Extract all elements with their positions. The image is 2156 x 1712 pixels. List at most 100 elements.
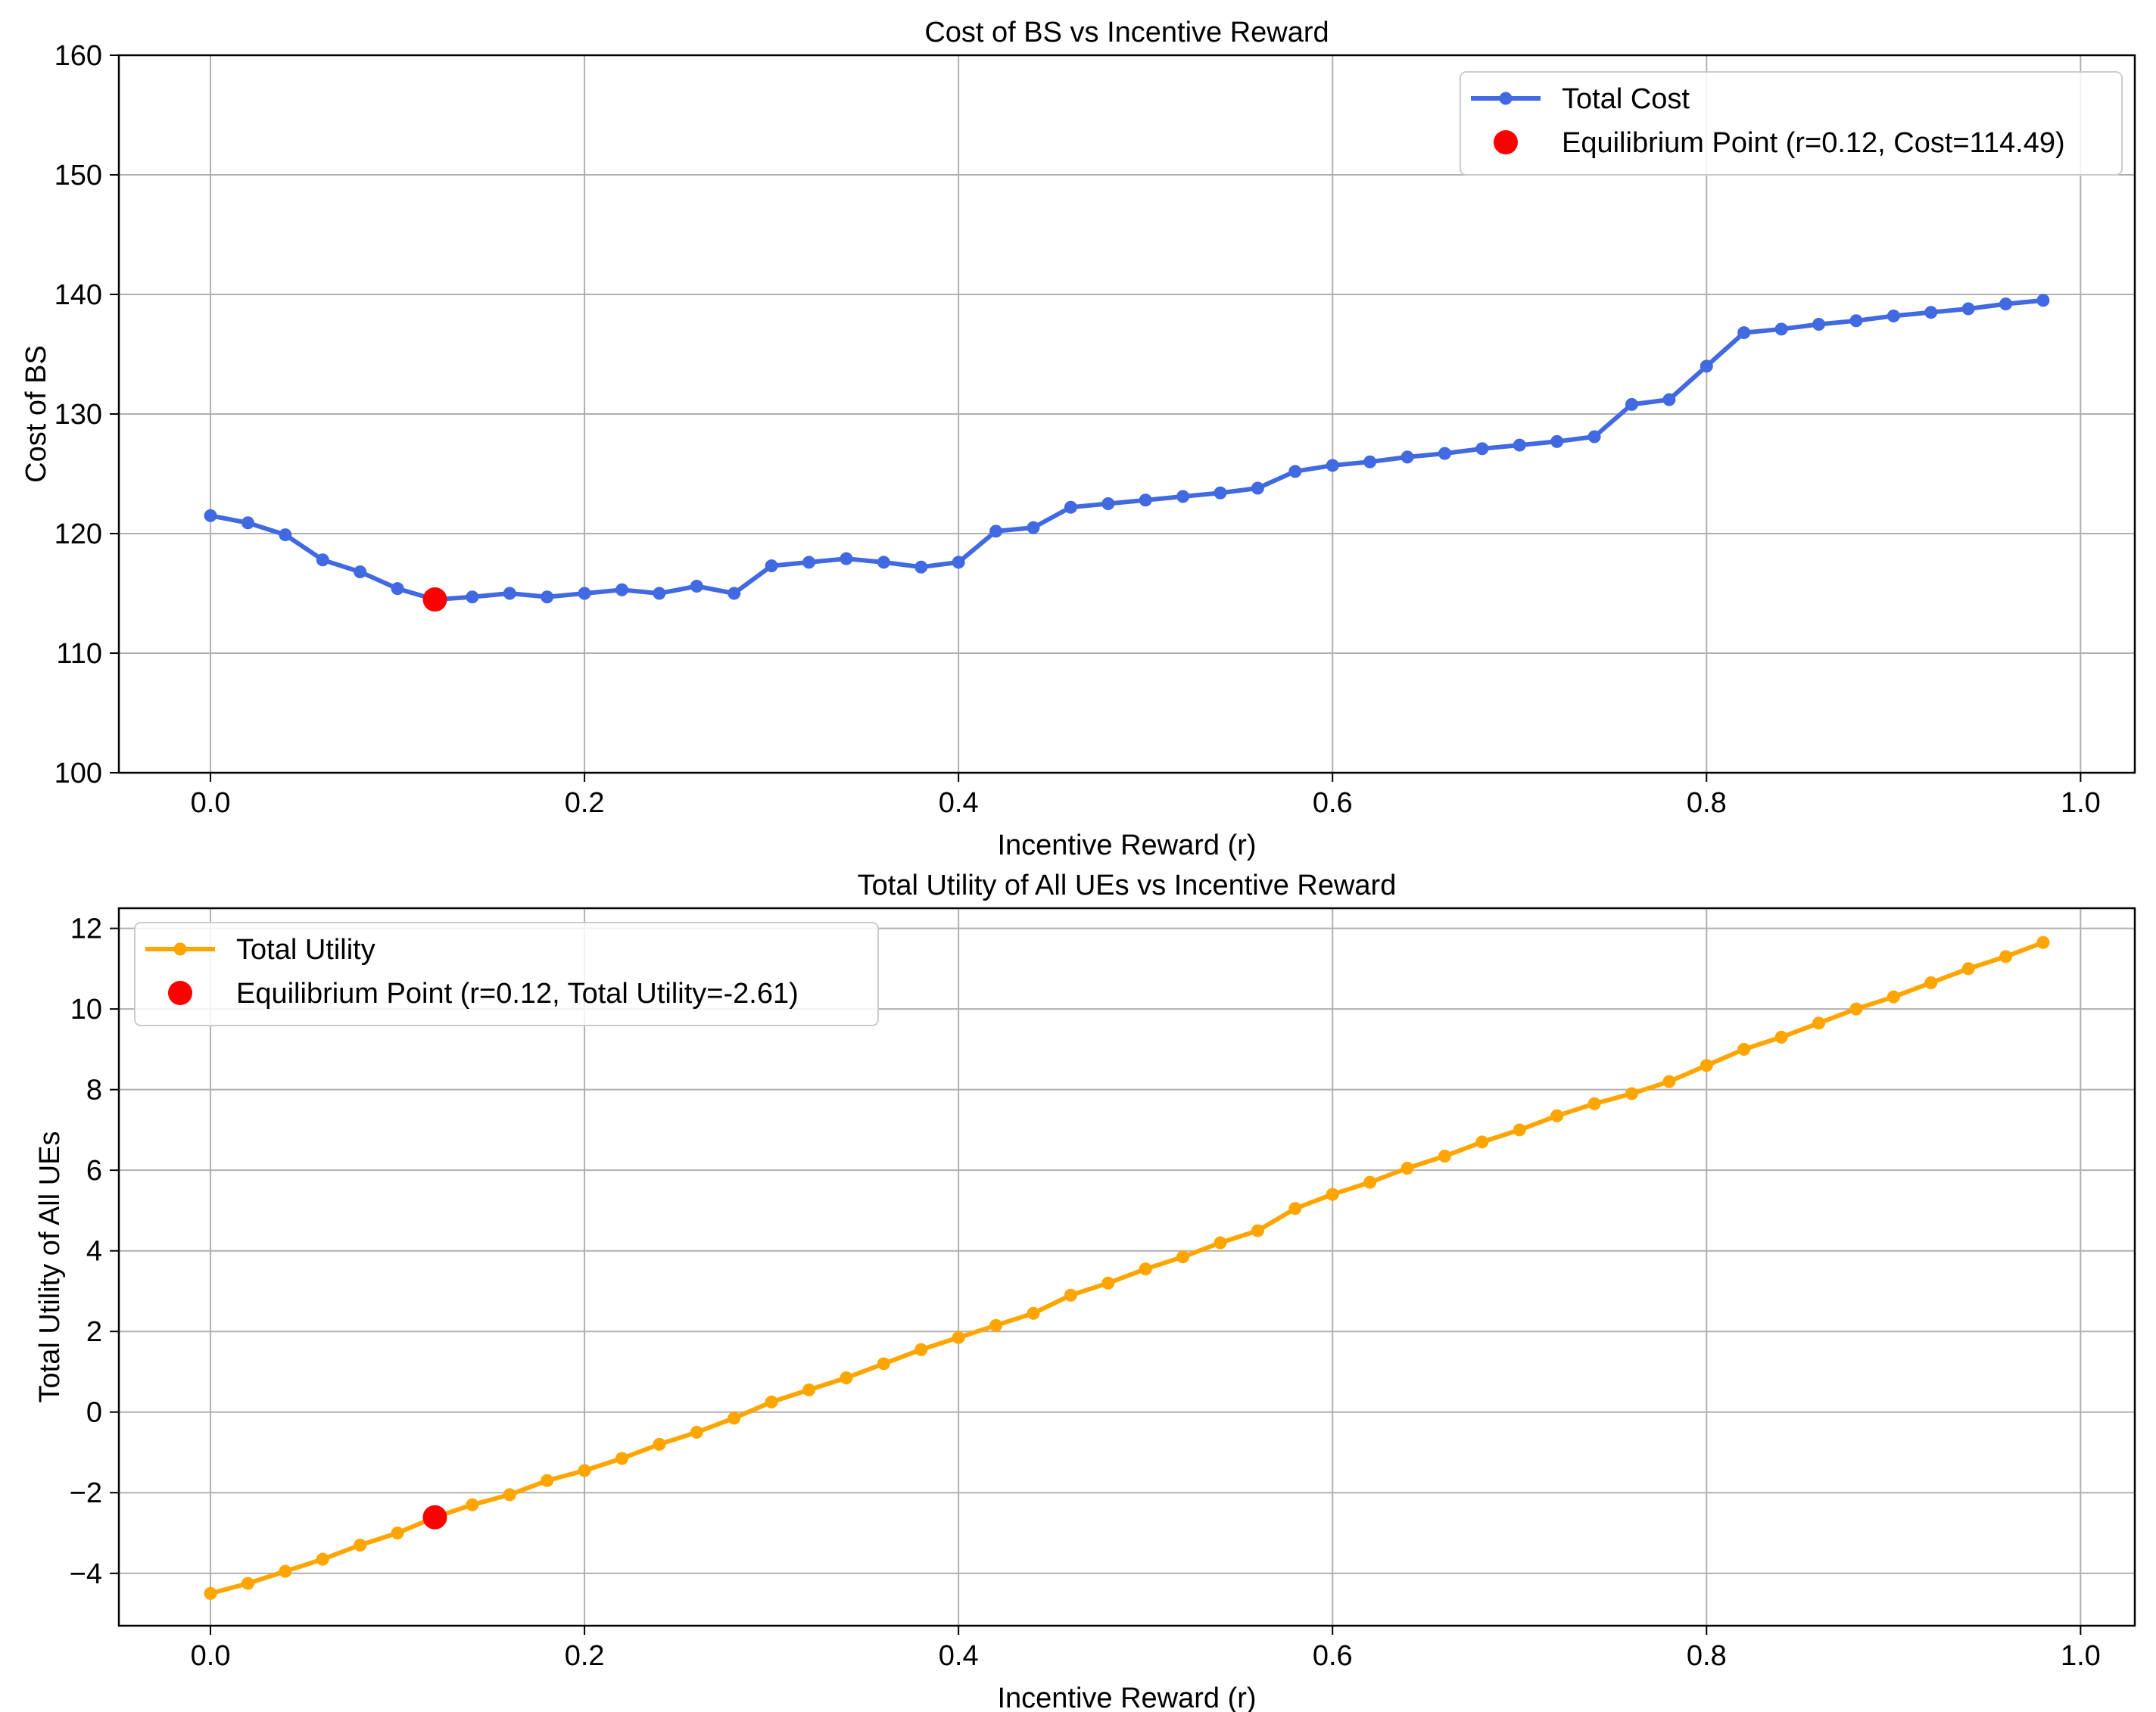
- data-point: [503, 587, 516, 600]
- data-point: [1550, 434, 1564, 448]
- data-point: [1849, 314, 1863, 328]
- data-point: [690, 580, 703, 593]
- legend-dot-marker: [173, 942, 187, 956]
- x-tick-label: 0.8: [1687, 1640, 1727, 1672]
- data-point: [765, 1395, 778, 1409]
- data-point: [1999, 950, 2013, 963]
- data-point: [727, 587, 741, 600]
- y-tick-label: 130: [55, 399, 102, 431]
- data-point: [316, 553, 329, 567]
- data-point: [1214, 1236, 1227, 1250]
- y-tick-label: 12: [70, 914, 102, 945]
- data-point: [1812, 318, 1826, 331]
- data-point: [1400, 450, 1414, 464]
- x-tick-label: 0.2: [565, 787, 605, 819]
- y-tick-label: 8: [86, 1075, 102, 1107]
- cost-chart-x-axis-label: Incentive Reward (r): [997, 830, 1256, 861]
- data-point: [2036, 294, 2050, 307]
- data-point: [1475, 1135, 1489, 1149]
- legend-equilibrium-marker: [168, 981, 192, 1005]
- y-tick-label: 110: [56, 638, 102, 670]
- data-point: [1176, 1250, 1190, 1264]
- utility-chart-title: Total Utility of All UEs vs Incentive Re…: [858, 870, 1397, 901]
- data-point: [877, 1357, 890, 1371]
- data-point: [952, 556, 965, 569]
- data-point: [1475, 442, 1489, 456]
- legend-label-equilibrium-point: Equilibrium Point (r=0.12, Cost=114.49): [1562, 127, 2065, 159]
- y-tick-label: 100: [55, 758, 102, 789]
- data-point: [765, 559, 778, 573]
- data-point: [1400, 1162, 1414, 1175]
- data-point: [914, 560, 928, 574]
- data-point: [1214, 486, 1227, 500]
- y-tick-label: 120: [55, 518, 102, 550]
- data-point: [1176, 490, 1190, 503]
- x-tick-label: 0.4: [939, 1640, 979, 1672]
- equilibrium-point: [422, 1505, 447, 1530]
- data-point: [1662, 393, 1676, 406]
- data-point: [1363, 1175, 1377, 1189]
- utility-chart-y-axis: −4 −2 0 2 4 6 8 10 12: [70, 914, 119, 1590]
- data-point: [1513, 1123, 1526, 1137]
- data-point: [1513, 438, 1526, 452]
- data-point: [653, 1437, 666, 1451]
- data-point: [1101, 1276, 1115, 1290]
- data-point: [877, 556, 890, 569]
- data-point: [204, 509, 217, 522]
- x-tick-label: 0.0: [191, 1640, 231, 1672]
- data-point: [989, 1318, 1003, 1332]
- y-tick-label: −2: [70, 1477, 102, 1509]
- data-point: [1625, 1087, 1638, 1100]
- x-tick-label: 0.8: [1687, 787, 1727, 819]
- data-point: [1700, 360, 1713, 373]
- utility-chart-x-axis: 0.0 0.2 0.4 0.6 0.8 1.0: [191, 1626, 2101, 1672]
- y-tick-label: 2: [86, 1316, 102, 1348]
- x-tick-label: 0.2: [565, 1640, 605, 1672]
- legend-label-equilibrium-point: Equilibrium Point (r=0.12, Total Utility…: [236, 978, 799, 1010]
- data-point: [1587, 430, 1601, 444]
- data-point: [1550, 1109, 1564, 1122]
- utility-chart-axes-frame: [117, 907, 2136, 1627]
- data-point: [1812, 1016, 1826, 1030]
- data-point: [1625, 397, 1638, 411]
- data-point: [391, 1527, 404, 1540]
- data-point: [279, 528, 292, 542]
- cost-chart-legend: Total Cost Equilibrium Point (r=0.12, Co…: [1460, 71, 2123, 176]
- legend-label-total-utility: Total Utility: [236, 934, 375, 966]
- y-tick-label: 0: [86, 1397, 102, 1429]
- data-point: [1064, 500, 1077, 514]
- data-point: [1101, 497, 1115, 510]
- data-point: [1774, 1030, 1788, 1044]
- data-point: [1064, 1288, 1077, 1302]
- data-point: [1886, 990, 1900, 1004]
- data-point: [615, 1452, 629, 1465]
- data-point: [952, 1331, 965, 1344]
- legend-label-total-cost: Total Cost: [1562, 83, 1690, 115]
- data-point: [1326, 1188, 1339, 1201]
- legend-dot-marker: [1499, 92, 1513, 105]
- x-tick-label: 0.6: [1313, 1640, 1353, 1672]
- x-tick-label: 1.0: [2061, 1640, 2101, 1672]
- data-point: [1961, 962, 1975, 976]
- data-point: [1027, 521, 1040, 534]
- data-point: [1886, 309, 1900, 322]
- cost-chart-y-axis-label: Cost of BS: [20, 345, 52, 483]
- data-point: [727, 1412, 741, 1425]
- utility-chart-y-axis-label: Total Utility of All UEs: [34, 1131, 66, 1403]
- cost-chart-y-axis: 100 110 120 130 140 150 160: [55, 40, 119, 789]
- data-point: [578, 587, 591, 600]
- data-point: [503, 1488, 516, 1502]
- cost-chart-x-axis: 0.0 0.2 0.4 0.6 0.8 1.0: [191, 773, 2101, 819]
- legend-equilibrium-marker: [1494, 130, 1518, 154]
- data-point: [1587, 1097, 1601, 1110]
- data-point: [241, 516, 254, 530]
- legend-box: [1460, 71, 2123, 176]
- data-point: [1774, 322, 1788, 336]
- data-point: [1924, 976, 1938, 990]
- utility-chart: 0.0 0.2 0.4 0.6 0.8 1.0 −4 −2 0 2 4 6 8 10 12 Total U…: [34, 870, 2136, 1712]
- y-tick-label: 160: [55, 40, 102, 72]
- data-point: [1288, 465, 1302, 478]
- data-point: [1326, 459, 1339, 472]
- data-point: [204, 1586, 217, 1600]
